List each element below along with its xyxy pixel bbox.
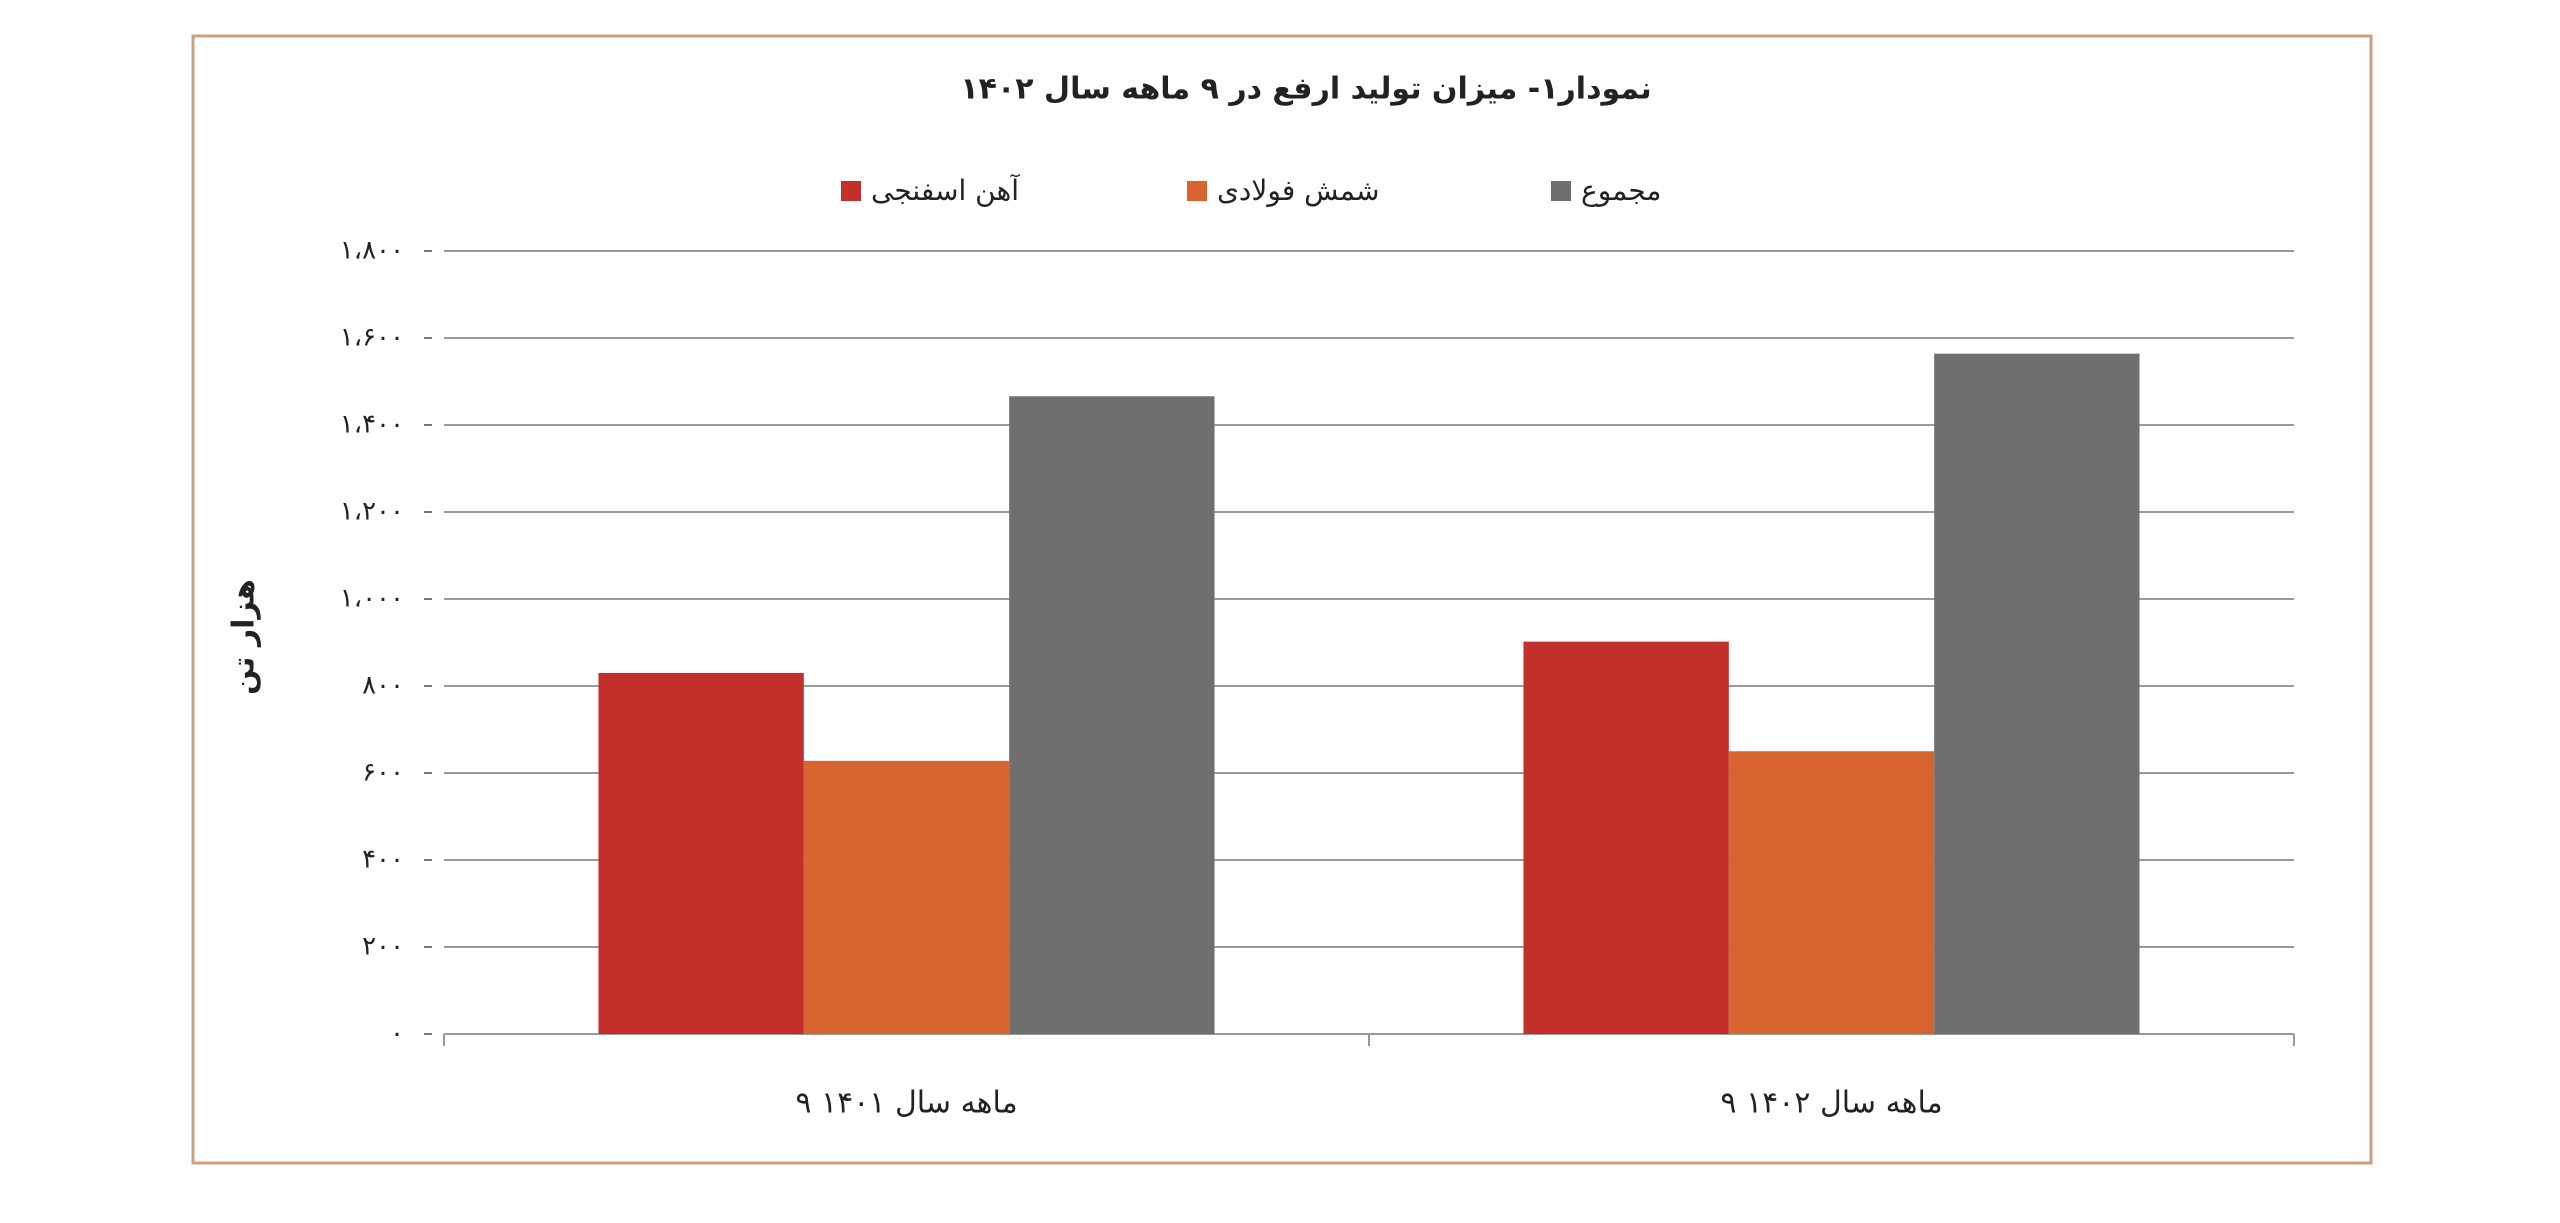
legend-label: مجموع — [1581, 174, 1661, 207]
bar — [1728, 751, 1935, 1034]
y-axis-label: هزار تن — [227, 579, 262, 695]
y-tick-label: ۶۰۰ — [362, 758, 404, 788]
y-tick-label: ۱،۶۰۰ — [340, 323, 404, 353]
legend-label: آهن اسفنجی — [871, 174, 1020, 207]
legend-swatch — [1551, 181, 1571, 201]
y-tick-label: ۱،۸۰۰ — [340, 236, 404, 266]
bar — [598, 672, 804, 1034]
y-tick-label: ۱،۲۰۰ — [340, 497, 404, 527]
legend-swatch — [841, 181, 861, 201]
bar — [1009, 396, 1215, 1034]
x-tick-label: ۹ ماهه سال ۱۴۰۲ — [1720, 1086, 1942, 1121]
bar — [1934, 353, 2140, 1034]
y-tick-label: ۸۰۰ — [362, 671, 404, 701]
y-tick-label: ۰ — [390, 1019, 404, 1049]
y-tick-label: ۴۰۰ — [362, 845, 404, 875]
legend-label: شمش فولادی — [1217, 174, 1379, 207]
y-tick-label: ۱،۴۰۰ — [340, 410, 404, 440]
bar — [1523, 641, 1729, 1034]
chart-title: نمودار۱- میزان تولید ارفع در ۹ ماهه سال … — [960, 72, 1651, 107]
x-tick-label: ۹ ماهه سال ۱۴۰۱ — [795, 1086, 1017, 1121]
legend-swatch — [1187, 181, 1207, 201]
y-tick-label: ۲۰۰ — [362, 932, 404, 962]
y-tick-label: ۱،۰۰۰ — [340, 584, 404, 614]
bar — [803, 760, 1010, 1034]
